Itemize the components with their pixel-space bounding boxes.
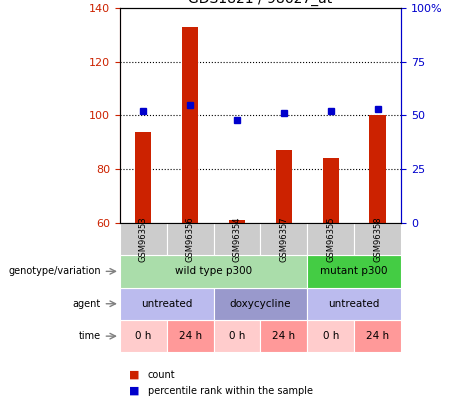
Text: ■: ■ bbox=[129, 370, 140, 379]
Text: GSM96357: GSM96357 bbox=[279, 216, 289, 262]
Text: count: count bbox=[148, 370, 175, 379]
Bar bbox=[307, 288, 401, 320]
Bar bbox=[120, 255, 307, 288]
Text: untreated: untreated bbox=[329, 299, 380, 309]
Text: mutant p300: mutant p300 bbox=[320, 266, 388, 276]
Text: 24 h: 24 h bbox=[178, 331, 202, 341]
Bar bbox=[120, 223, 167, 255]
Bar bbox=[213, 288, 307, 320]
Text: agent: agent bbox=[73, 299, 101, 309]
Text: 24 h: 24 h bbox=[272, 331, 296, 341]
Bar bbox=[229, 220, 245, 223]
Bar bbox=[213, 223, 260, 255]
Text: GSM96353: GSM96353 bbox=[139, 216, 148, 262]
Text: ■: ■ bbox=[129, 386, 140, 396]
Text: GSM96355: GSM96355 bbox=[326, 216, 335, 262]
Bar bbox=[182, 27, 198, 223]
Text: 0 h: 0 h bbox=[135, 331, 152, 341]
Bar bbox=[135, 132, 152, 223]
Bar bbox=[260, 223, 307, 255]
Bar bbox=[167, 320, 213, 352]
Text: untreated: untreated bbox=[141, 299, 192, 309]
Bar bbox=[120, 288, 213, 320]
Bar bbox=[307, 223, 354, 255]
Bar bbox=[307, 320, 354, 352]
Bar bbox=[120, 320, 167, 352]
Bar bbox=[260, 320, 307, 352]
Text: GSM96354: GSM96354 bbox=[232, 216, 242, 262]
Text: time: time bbox=[79, 331, 101, 341]
Bar bbox=[354, 320, 401, 352]
Title: GDS1821 / 98627_at: GDS1821 / 98627_at bbox=[189, 0, 332, 6]
Text: 24 h: 24 h bbox=[366, 331, 389, 341]
Bar bbox=[276, 150, 292, 223]
Bar bbox=[354, 223, 401, 255]
Bar bbox=[213, 320, 260, 352]
Text: 0 h: 0 h bbox=[323, 331, 339, 341]
Bar bbox=[167, 223, 213, 255]
Text: doxycycline: doxycycline bbox=[230, 299, 291, 309]
Text: 0 h: 0 h bbox=[229, 331, 245, 341]
Bar bbox=[369, 115, 386, 223]
Text: genotype/variation: genotype/variation bbox=[8, 266, 101, 276]
Bar bbox=[323, 158, 339, 223]
Text: GSM96358: GSM96358 bbox=[373, 216, 382, 262]
Text: wild type p300: wild type p300 bbox=[175, 266, 252, 276]
Text: GSM96356: GSM96356 bbox=[186, 216, 195, 262]
Text: percentile rank within the sample: percentile rank within the sample bbox=[148, 386, 313, 396]
Bar bbox=[307, 255, 401, 288]
